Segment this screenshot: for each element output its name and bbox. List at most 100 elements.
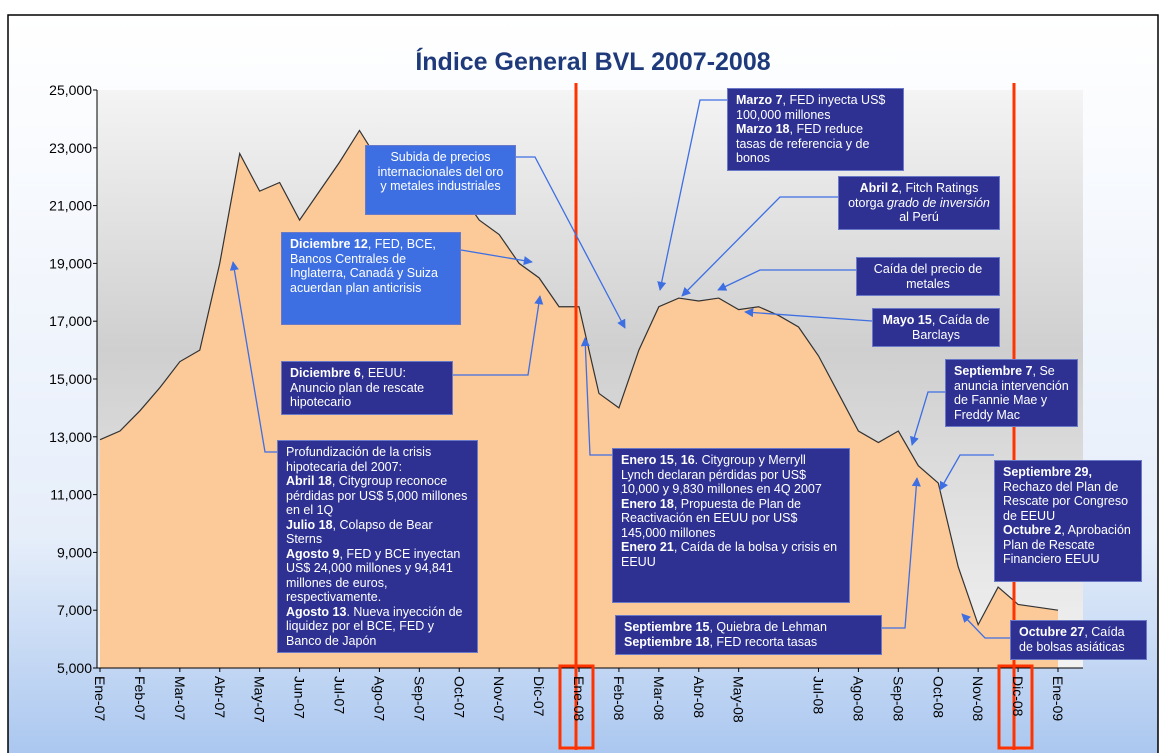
annotation-text: , Se anuncia intervención de Fannie Mae … (954, 364, 1069, 422)
annotation-text: Diciembre 6 (290, 366, 361, 380)
annotation-text: , (673, 453, 681, 467)
annotation: Septiembre 29, Rechazo del Plan de Resca… (994, 460, 1142, 582)
annotation-text: , Colapso de Bear Sterns (286, 517, 433, 547)
arrow (961, 613, 1010, 639)
annotation-text: Octubre 27 (1019, 625, 1085, 639)
arrow (453, 295, 544, 376)
y-tick-label: 11,000 (50, 487, 92, 503)
annotation-paragraph: Julio 18, Colapso de Bear Sterns (286, 518, 469, 547)
annotation-text: Enero 15 (621, 453, 674, 467)
x-tick-label: Ago-08 (850, 676, 866, 721)
x-tick-label: Jul-08 (811, 676, 827, 714)
annotation-text: , FED y BCE inyectan US$ 24,000 millones… (286, 546, 461, 605)
area-line (99, 129, 1059, 627)
y-tick-label: 7,000 (57, 602, 92, 618)
annotation-paragraph: Marzo 7, FED inyecta US$ 100,000 millone… (736, 93, 895, 122)
annotation-text: Diciembre 12 (290, 237, 368, 251)
x-tick-label: Ene-07 (92, 676, 108, 721)
arrows (229, 99, 1010, 639)
x-tick-label: May-07 (252, 676, 268, 723)
y-tick-label: 15,000 (49, 371, 92, 387)
annotation: Septiembre 15, Quiebra de Lehman Septiemb… (615, 615, 882, 655)
x-tick-label: Jul-07 (332, 676, 348, 714)
annotation-text: Mayo 15 (882, 313, 932, 327)
arrow (516, 156, 626, 329)
x-tick-label: Oct-08 (930, 676, 946, 718)
annotation: Septiembre 7, Se anuncia intervención de… (945, 359, 1078, 427)
annotation-text: , Fitch Ratings otorga (848, 181, 979, 210)
annotation-text: , EEUU: Anuncio plan de rescate hipoteca… (290, 366, 425, 409)
annotation-text: Enero 21 (621, 540, 674, 554)
y-tick-label: 23,000 (49, 140, 92, 156)
annotation-paragraph: Diciembre 12, FED, BCE, Bancos Centrales… (290, 237, 452, 295)
x-tick-label: Abr-08 (691, 676, 707, 718)
annotation-paragraph: Octubre 27, Caída de bolsas asiáticas (1019, 625, 1138, 654)
annotation-paragraph: Septiembre 29, Rechazo del Plan de Resca… (1003, 465, 1133, 523)
annotation-paragraph: Octubre 2, Aprobación Plan de Rescate Fi… (1003, 523, 1133, 567)
annotation-text: . Nueva inyección de liquidez por el BCE… (286, 604, 463, 648)
x-tick-label: Dic-07 (531, 676, 547, 717)
annotation: Octubre 27, Caída de bolsas asiáticas (1010, 620, 1147, 660)
annotation-text: Subida de precios internacionales del or… (377, 150, 504, 193)
annotation-text: , FED reduce tasas de referencia y de bo… (736, 122, 870, 165)
x-tick-label: Sep-07 (411, 676, 427, 721)
y-tick-label: 17,000 (49, 313, 92, 329)
annotation-text: Abril 18 (286, 474, 332, 488)
y-tick-label: 13,000 (49, 429, 92, 445)
annotation-text: Abril 2 (859, 181, 899, 195)
x-tick-label: May-08 (731, 676, 747, 723)
annotation: Enero 15, 16. Citygroup y Merryll Lynch … (612, 448, 850, 603)
annotation: Caída del precio de metales (856, 257, 1000, 296)
arrow (717, 269, 856, 291)
annotation-text: Enero 18 (621, 496, 674, 511)
annotation-paragraph: Diciembre 6, EEUU: Anuncio plan de resca… (290, 366, 444, 410)
annotation-paragraph: Agosto 9, FED y BCE inyectan US$ 24,000 … (286, 547, 469, 605)
x-tick-label: Ago-07 (371, 676, 387, 721)
annotation: Marzo 7, FED inyecta US$ 100,000 millone… (727, 88, 904, 171)
x-tick-label: Oct-07 (451, 676, 467, 718)
annotation-paragraph: Septiembre 7, Se anuncia intervención de… (954, 364, 1069, 422)
marker-box (558, 664, 595, 750)
annotation-text: Marzo 7 (736, 93, 783, 107)
annotation-text: , Citygroup reconoce pérdidas por US$ 5,… (286, 474, 468, 517)
arrow (882, 477, 921, 629)
annotation-text: , Caída de bolsas asiáticas (1019, 625, 1125, 654)
annotation: Diciembre 6, EEUU: Anuncio plan de resca… (281, 361, 453, 415)
chart-title: Índice General BVL 2007-2008 (415, 47, 770, 76)
annotation-text: Octubre 2 (1003, 523, 1062, 537)
annotation-text: Septiembre 15 (624, 620, 710, 634)
arrow (910, 391, 945, 446)
annotation: Diciembre 12, FED, BCE, Bancos Centrales… (281, 232, 461, 325)
annotation-text: Marzo 18 (736, 122, 790, 136)
x-tick-label: Nov-07 (491, 676, 507, 721)
annotation-paragraph: Abril 18, Citygroup reconoce pérdidas po… (286, 474, 469, 518)
annotation-paragraph: Septiembre 15, Quiebra de Lehman (624, 620, 873, 635)
annotation-paragraph: Profundización de la crisis hipotecaria … (286, 445, 469, 474)
x-tick-label: Dic-08 (1010, 676, 1026, 717)
y-tick-label: 19,000 (49, 255, 92, 271)
x-tick-label: Mar-08 (651, 676, 667, 721)
x-tick-label: Nov-08 (970, 676, 986, 721)
annotation-paragraph: Agosto 13. Nueva inyección de liquidez p… (286, 605, 469, 649)
arrow (744, 308, 873, 322)
annotation-text: Profundización de la crisis hipotecaria … (286, 445, 432, 474)
arrow (939, 454, 994, 491)
arrow (580, 337, 612, 456)
annotation-text: , FED inyecta US$ 100,000 millones (736, 93, 886, 122)
annotation-paragraph: Septiembre 18, FED recorta tasas (624, 635, 873, 650)
annotation-paragraph: Marzo 18, FED reduce tasas de referencia… (736, 122, 895, 166)
annotation-paragraph: Mayo 15, Caída de Barclays (881, 313, 991, 342)
annotation-text: 16 (680, 453, 695, 467)
annotation-paragraph: Enero 21, Caída de la bolsa y crisis en … (621, 540, 841, 569)
annotation-paragraph: Abril 2, Fitch Ratings otorga grado de i… (847, 181, 991, 225)
annotation-paragraph: Subida de precios internacionales del or… (374, 150, 507, 194)
annotation-text: , Aprobación Plan de Rescate Financiero … (1003, 523, 1131, 566)
y-tick-label: 9,000 (57, 544, 92, 560)
annotation: Profundización de la crisis hipotecaria … (277, 440, 478, 653)
annotation-text: . Citygroup y Merryll Lynch declaran pér… (621, 453, 822, 496)
annotation: Subida de precios internacionales del or… (365, 145, 516, 215)
x-tick-label: Ene-09 (1050, 676, 1066, 721)
annotation-text: , Propuesta de Plan de Reactivación en E… (621, 496, 801, 540)
annotation-text: , Quiebra de Lehman (709, 620, 827, 634)
